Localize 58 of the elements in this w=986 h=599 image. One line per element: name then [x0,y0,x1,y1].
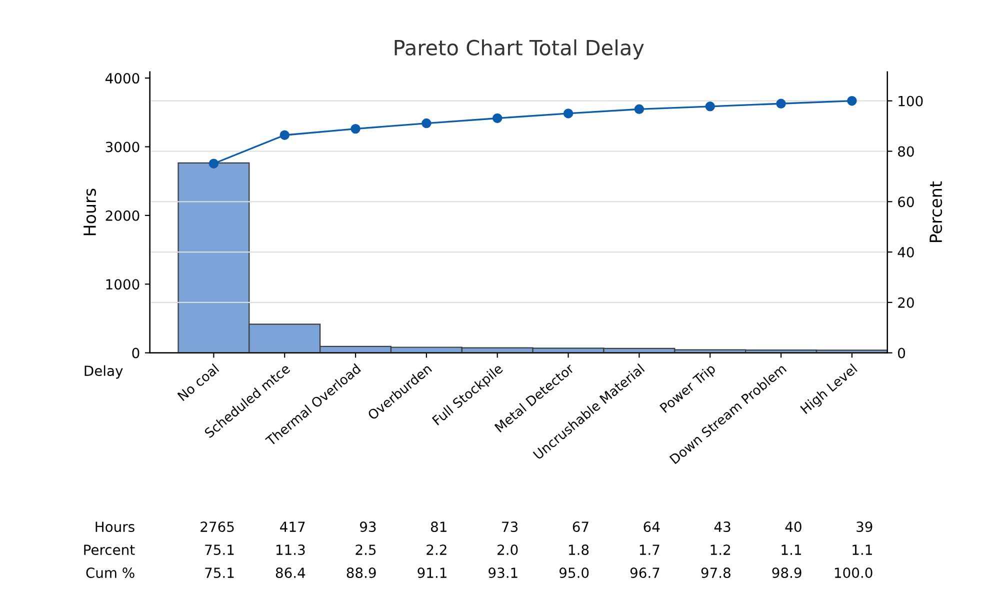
point [634,104,644,114]
data-label: 100.0 [834,568,872,578]
text: 1.7 [640,544,660,555]
point [847,96,857,106]
y2-tick-label: 20 [898,297,914,308]
text: 11.3 [276,544,305,556]
text: 1.1 [852,544,872,555]
y2-tick-label: 0 [898,348,906,358]
data-label: 417 [280,522,305,532]
point [422,118,432,128]
y2-tick-label: 100 [898,96,923,106]
data-label: 95.0 [560,568,589,578]
data-label: 73 [502,522,518,532]
y-tick-label: 4000 [105,73,140,84]
text: 1.1 [782,544,802,555]
y-tick-label: 1000 [106,279,140,290]
y2-tick-label: 60 [898,196,914,208]
x-axis-title: Delay [84,365,123,379]
text: 2.2 [426,544,446,555]
point [350,124,360,134]
text: Percent [84,544,135,556]
y-axis-title: Hours [84,188,96,236]
text: 2.0 [498,544,518,556]
text: 1.2 [710,544,730,555]
data-label: 91.1 [418,568,446,578]
y-tick-label: 3000 [106,142,140,152]
data-label: 64 [644,522,660,532]
point [776,98,786,108]
point [280,130,290,140]
point [208,158,219,168]
text: Cum % [86,568,134,578]
y2-tick-label: 80 [898,146,914,157]
data-label: 43 [714,522,730,532]
point [705,102,715,112]
data-label: 93.1 [488,568,518,578]
y2-tick-label: 40 [898,246,914,258]
y-tick-label: 0 [132,348,140,358]
data-label: 86.4 [276,568,306,578]
text: 75.1 [205,544,234,556]
data-label: 97.8 [701,568,730,578]
data-label: 98.9 [772,568,802,578]
data-label: 39 [856,522,872,532]
y-tick-label: 2000 [106,210,140,221]
chart-title: Pareto Chart Total Delay [394,39,644,60]
data-label: 88.9 [346,568,376,578]
data-label: 67 [572,522,588,532]
text: Hours [96,522,134,532]
data-label: 81 [430,522,446,532]
text: 1.8 [568,544,589,556]
text: 2.5 [356,544,376,556]
point [563,108,574,118]
point [492,113,502,124]
data-label: 75.1 [205,568,234,578]
data-label: 93 [360,522,376,532]
data-label: 96.7 [630,568,660,578]
data-label: 2765 [200,522,234,532]
data-label: 40 [785,522,802,532]
y2-axis-title: Percent [930,181,942,242]
